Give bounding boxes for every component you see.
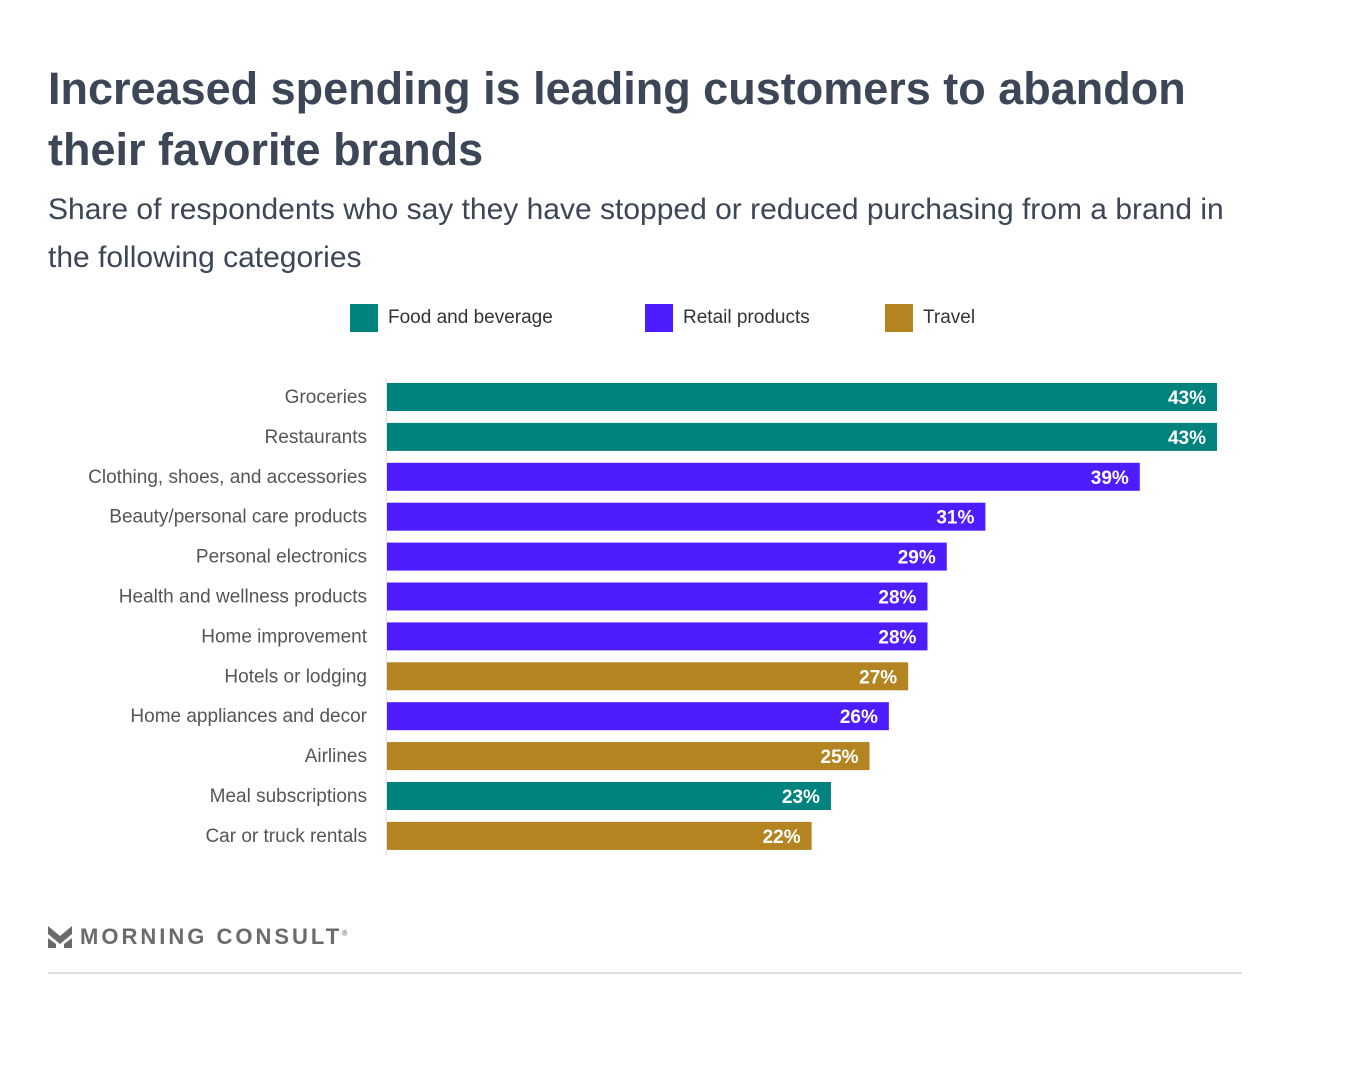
bar [387, 383, 1217, 411]
legend-swatch [645, 304, 673, 332]
data-label: 25% [821, 747, 859, 768]
data-label: 26% [840, 707, 878, 728]
data-label: 39% [1091, 468, 1129, 489]
category-label: Groceries [285, 387, 367, 408]
legend-label: Travel [923, 307, 976, 328]
chart-title: Increased spending is leading customers … [48, 63, 1186, 175]
category-label: Restaurants [265, 427, 367, 448]
bar [387, 582, 928, 611]
category-label: Personal electronics [196, 547, 367, 568]
data-label: 31% [936, 508, 974, 529]
legend-item-retail: Retail products [645, 304, 810, 332]
data-label: 28% [878, 588, 916, 609]
data-label: 29% [898, 548, 936, 569]
category-label: Airlines [305, 746, 367, 767]
category-label: Beauty/personal care products [109, 507, 367, 528]
legend-swatch [885, 304, 913, 332]
legend-swatch [350, 304, 378, 332]
brand-name: MORNING CONSULT® [80, 924, 347, 950]
data-label: 22% [763, 827, 801, 848]
data-label: 23% [782, 787, 820, 808]
category-label: Meal subscriptions [210, 786, 367, 807]
bar [387, 742, 870, 771]
bar [387, 422, 1217, 451]
category-label: Health and wellness products [119, 587, 367, 608]
category-label: Car or truck rentals [205, 826, 367, 847]
bar [387, 502, 986, 531]
legend-item-food: Food and beverage [350, 304, 553, 332]
footer-divider [48, 972, 1242, 974]
logo-mark-icon [48, 926, 72, 948]
legend-item-travel: Travel [885, 304, 975, 332]
bar [387, 622, 928, 651]
data-label: 43% [1168, 388, 1206, 409]
bar [387, 662, 909, 691]
category-label: Clothing, shoes, and accessories [88, 467, 367, 488]
legend-label: Food and beverage [388, 307, 553, 328]
bar [387, 462, 1140, 491]
data-label: 43% [1168, 428, 1206, 449]
data-label: 27% [859, 667, 897, 688]
bar [387, 542, 947, 571]
data-label: 28% [878, 627, 916, 648]
category-label: Home improvement [201, 626, 367, 647]
legend-label: Retail products [683, 307, 810, 328]
chart-subtitle: Share of respondents who say they have s… [48, 193, 1224, 274]
registered-mark: ® [342, 930, 348, 938]
category-label: Hotels or lodging [224, 666, 367, 687]
bar [387, 782, 831, 810]
brand-text: MORNING CONSULT [80, 924, 343, 949]
bar [387, 821, 812, 850]
morning-consult-logo: MORNING CONSULT® [48, 924, 347, 950]
bar [387, 702, 889, 731]
bar-chart: Groceries 43% Restaurants 43% Clothing, shoe… [88, 378, 1217, 856]
legend: Food and beverage Retail products Travel [0, 304, 1360, 334]
category-label: Home appliances and decor [130, 706, 367, 727]
